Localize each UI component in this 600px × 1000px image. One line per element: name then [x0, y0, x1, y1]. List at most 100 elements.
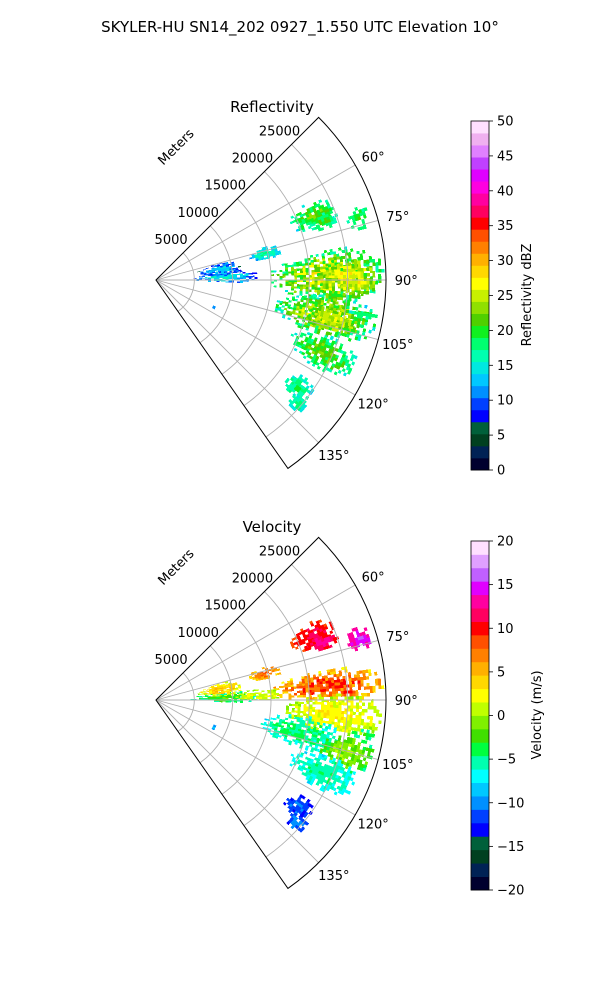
colorbar-tick-label: 40 — [497, 184, 514, 199]
range-tick-label: 20000 — [232, 572, 273, 587]
colorbar-swatch — [471, 361, 489, 375]
reflectivity-title: Reflectivity — [230, 98, 314, 116]
range-ring — [243, 171, 310, 406]
reflectivity-colorbar: 0 5 10 15 20 25 30 35 40 45 50 — [470, 115, 514, 479]
colorbar-swatch — [471, 373, 489, 387]
echo-region — [285, 693, 383, 737]
colorbar-swatch — [471, 648, 489, 663]
colorbar-swatch — [471, 688, 489, 703]
colorbar-swatch — [471, 836, 489, 851]
colorbar-swatch — [471, 397, 489, 411]
colorbar-swatch — [471, 169, 489, 182]
colorbar-swatch — [471, 337, 489, 351]
colorbar-swatch — [471, 675, 489, 690]
colorbar-tick-label: 10 — [497, 394, 514, 409]
range-ring — [265, 144, 349, 438]
colorbar-swatch — [471, 876, 489, 891]
echo-region — [351, 728, 376, 741]
colorbar-swatch — [471, 457, 489, 471]
colorbar-swatch — [471, 433, 489, 447]
sector-outline — [155, 116, 387, 470]
colorbar-swatch — [471, 849, 489, 864]
azimuth-gridline — [155, 699, 379, 760]
range-ring — [177, 672, 195, 732]
colorbar-tick-label: 15 — [497, 359, 514, 374]
echo-region — [307, 633, 340, 652]
range-ring — [177, 252, 195, 312]
range-tick-label: 20000 — [232, 152, 273, 167]
colorbar-swatch — [471, 133, 489, 146]
colorbar-swatch — [471, 715, 489, 730]
echo-region — [197, 680, 242, 697]
velocity-colorbar-label: Velocity (m/s) — [530, 670, 545, 759]
colorbar-swatch — [471, 421, 489, 435]
echo-region — [346, 206, 368, 231]
echo-region — [270, 666, 385, 703]
range-tick-label: 25000 — [259, 124, 300, 139]
colorbar-swatch — [471, 594, 489, 609]
colorbar-swatch — [471, 809, 489, 824]
range-tick-label: 5000 — [155, 233, 188, 248]
range-tick-label: 5000 — [155, 653, 188, 668]
colorbar-swatch — [471, 634, 489, 649]
colorbar-swatch — [471, 325, 489, 339]
colorbar-tick-label: 30 — [497, 254, 514, 269]
echo-region — [212, 305, 216, 310]
colorbar-swatch — [471, 445, 489, 459]
azimuth-gridline — [155, 279, 356, 396]
velocity-colorbar: −20 −15 −10 −5 0 5 10 15 20 — [470, 535, 524, 899]
azimuth-gridline — [155, 164, 356, 281]
azimuth-gridline — [155, 640, 379, 701]
colorbar-swatch — [471, 567, 489, 582]
reflectivity-colorbar-label: Reflectivity dBZ — [520, 244, 535, 347]
colorbar-swatch — [471, 541, 489, 555]
colorbar-swatch — [471, 728, 489, 743]
echo-region — [211, 724, 217, 731]
colorbar-swatch — [471, 241, 489, 254]
range-ring — [221, 198, 272, 375]
colorbar-tick-label: 25 — [497, 289, 514, 304]
range-tick-label: 10000 — [178, 626, 219, 641]
echo-region — [197, 261, 242, 277]
colorbar-tick-label: −10 — [497, 796, 524, 811]
colorbar-swatch — [471, 702, 489, 716]
colorbar-swatch — [471, 742, 489, 757]
colorbar-tick-label: −20 — [497, 884, 524, 899]
colorbar-tick-label: 0 — [497, 464, 505, 479]
colorbar-swatch — [471, 205, 489, 218]
colorbar-swatch — [471, 301, 489, 314]
range-tick-label: 25000 — [259, 544, 300, 559]
range-ring — [243, 591, 310, 826]
echo-region — [348, 310, 378, 321]
colorbar-swatch — [471, 217, 489, 230]
colorbar-tick-label: −15 — [497, 840, 524, 855]
azimuth-tick-label: 75° — [386, 630, 409, 645]
colorbar-tick-label: 35 — [497, 219, 514, 234]
colorbar-swatch — [471, 121, 489, 134]
range-ring — [265, 564, 349, 858]
colorbar-swatch — [471, 181, 489, 194]
reflectivity-polar-grid — [155, 116, 387, 470]
echo-region — [270, 246, 385, 304]
colorbar-tick-label: 5 — [497, 429, 505, 444]
colorbar-swatch — [471, 157, 489, 170]
range-ring — [199, 645, 234, 764]
echo-region — [307, 304, 362, 334]
reflectivity-radial-label: Meters — [156, 126, 198, 168]
velocity-polar-grid — [155, 536, 387, 890]
azimuth-tick-label: 60° — [362, 150, 385, 165]
velocity-axis-labels: 5000 10000 15000 20000 25000 60° 75° 90° 105° 120… — [155, 544, 418, 883]
azimuth-gridline — [155, 584, 356, 701]
figure-title: SKYLER-HU SN14_202 0927_1.550 UTC Elevat… — [101, 18, 499, 37]
echo-region — [290, 331, 358, 377]
colorbar-swatch — [471, 265, 489, 278]
velocity-panel: Velocity 5000 10000 15000 20000 25000 60° 75° 9… — [155, 518, 545, 899]
echo-region — [319, 735, 375, 775]
colorbar-swatch — [471, 755, 489, 770]
colorbar-swatch — [471, 581, 489, 596]
colorbar-tick-label: 20 — [497, 324, 514, 339]
azimuth-tick-label: 135° — [318, 449, 349, 464]
range-ring — [199, 225, 234, 344]
colorbar-swatch — [471, 253, 489, 266]
